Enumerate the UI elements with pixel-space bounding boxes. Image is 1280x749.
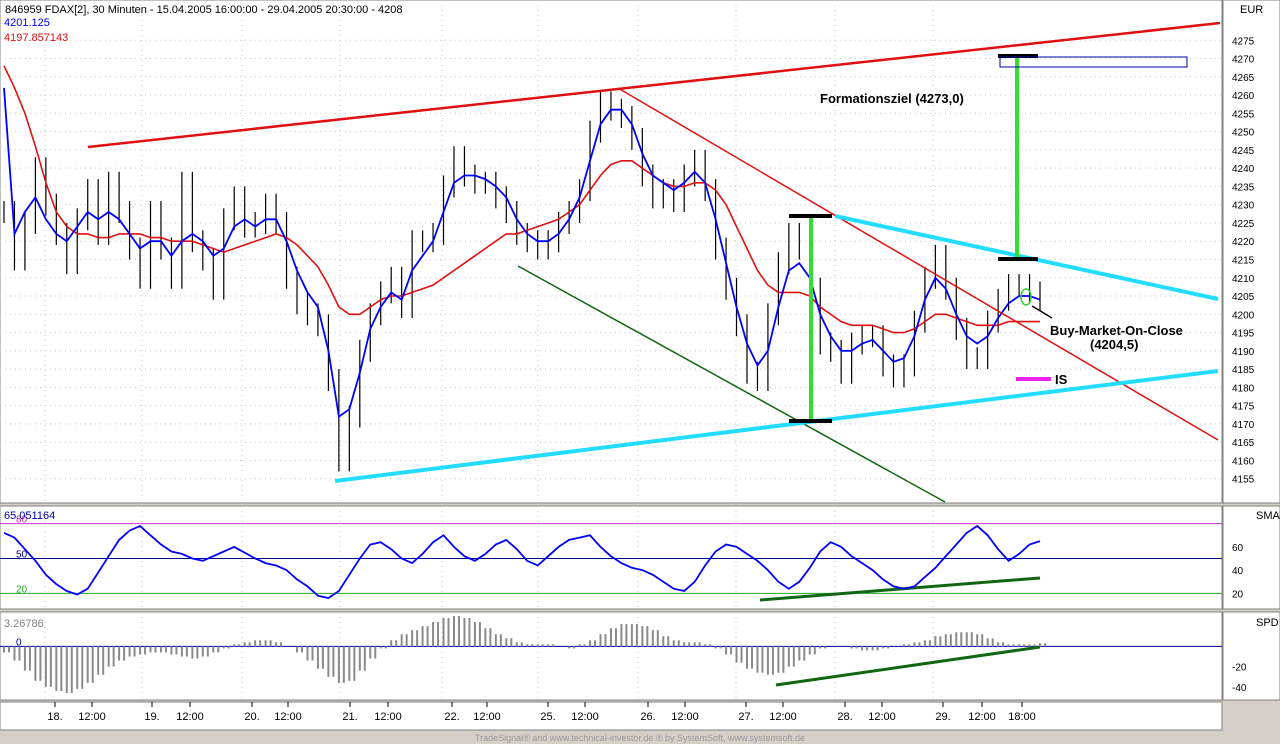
price-tick-label: 4195	[1232, 329, 1255, 340]
currency-label: EUR	[1240, 4, 1263, 16]
time-tick-label: 28.	[837, 711, 852, 723]
price-tick-label: 4235	[1232, 182, 1255, 193]
sma-series	[3, 524, 1041, 599]
price-tick-label: 4200	[1232, 310, 1255, 321]
spd-series	[3, 616, 1046, 693]
is-annotation: IS	[1055, 372, 1068, 387]
time-tick-label: 12:00	[769, 711, 797, 723]
time-tick-label: 27.	[738, 711, 753, 723]
red-readout: 4197.857143	[4, 32, 68, 44]
buy-annotation-line2: (4204,5)	[1090, 337, 1138, 352]
time-tick-label: 12:00	[374, 711, 402, 723]
fast-average-line	[3, 87, 1041, 419]
target-box	[999, 56, 1188, 68]
time-tick-label: 12:00	[868, 711, 896, 723]
sma-divergence-line	[759, 576, 1041, 602]
time-tick-label: 12:00	[473, 711, 501, 723]
sma-level-label: 20	[16, 584, 28, 595]
footer-credit: TradeSignal® and www.technical-investor.…	[475, 733, 805, 743]
time-tick-label: 18.	[47, 711, 62, 723]
buy-annotation-line1: Buy-Market-On-Close	[1050, 323, 1183, 338]
spd-level-label: 0	[16, 637, 22, 648]
sma-tick-label: 20	[1232, 589, 1244, 600]
sma-readout: 65.051164	[4, 510, 55, 522]
green-support-line	[517, 265, 946, 503]
sma-label: SMA	[1256, 510, 1280, 522]
price-tick-label: 4155	[1232, 475, 1255, 486]
sma-axis	[1222, 505, 1280, 610]
price-tick-label: 4225	[1232, 219, 1255, 230]
sma-level-label: 50	[16, 550, 28, 561]
price-tick-label: 4180	[1232, 383, 1255, 394]
sma-level-label: 80	[16, 515, 28, 526]
price-panel	[0, 0, 1223, 504]
price-tick-label: 4175	[1232, 402, 1255, 413]
time-tick-label: 22.	[444, 711, 459, 723]
price-tick-label: 4230	[1232, 201, 1255, 212]
price-tick-label: 4160	[1232, 456, 1255, 467]
price-tick-label: 4190	[1232, 347, 1255, 358]
buy-marker-circle	[1020, 288, 1032, 306]
target-annotation: Formationsziel (4273,0)	[820, 91, 964, 106]
cyan-lower-line	[334, 369, 1219, 483]
slow-average-line	[3, 65, 1040, 334]
grid	[0, 0, 1222, 700]
price-tick-label: 4170	[1232, 420, 1255, 431]
price-tick-label: 4185	[1232, 365, 1255, 376]
price-tick-label: 4245	[1232, 146, 1255, 157]
falling-trendline	[617, 87, 1219, 441]
price-tick-label: 4215	[1232, 256, 1255, 267]
sma-tick-label: 40	[1232, 566, 1244, 577]
price-axis	[1222, 0, 1280, 504]
price-tick-label: 4265	[1232, 73, 1255, 84]
time-tick-label: 12:00	[571, 711, 599, 723]
price-series	[3, 65, 1041, 472]
time-tick-label: 12:00	[274, 711, 302, 723]
time-tick-label: 12:00	[78, 711, 106, 723]
time-axis	[0, 701, 1223, 731]
price-tick-label: 4275	[1232, 36, 1255, 47]
price-tick-label: 4205	[1232, 292, 1255, 303]
blue-readout: 4201.125	[4, 17, 50, 29]
time-tick-label: 29.	[935, 711, 950, 723]
price-tick-label: 4270	[1232, 55, 1255, 66]
axis-labels: 4155 4160 4165 4170 4175 4180 4185 4190 4195 4200…	[16, 36, 1255, 723]
price-tick-label: 4240	[1232, 164, 1255, 175]
time-tick-label: 25.	[540, 711, 555, 723]
time-tick-label: 26.	[640, 711, 655, 723]
spd-label: SPD	[1256, 617, 1279, 629]
price-tick-label: 4165	[1232, 438, 1255, 449]
spd-divergence-line	[775, 645, 1041, 687]
time-tick-label: 19.	[144, 711, 159, 723]
spd-panel	[0, 611, 1223, 701]
price-tick-label: 4260	[1232, 91, 1255, 102]
chart-title: 846959 FDAX[2], 30 Minuten - 15.04.2005 …	[5, 4, 403, 16]
price-tick-label: 4210	[1232, 274, 1255, 285]
spd-tick-label: -40	[1232, 683, 1247, 694]
sma-tick-label: 60	[1232, 543, 1244, 554]
price-tick-label: 4250	[1232, 128, 1255, 139]
price-tick-label: 4255	[1232, 109, 1255, 120]
price-tick-label: 4220	[1232, 237, 1255, 248]
time-tick-label: 18:00	[1008, 711, 1036, 723]
upper-resistance-line	[87, 21, 1221, 149]
time-tick-label: 12:00	[176, 711, 204, 723]
time-tick-label: 20.	[244, 711, 259, 723]
time-tick-label: 21.	[342, 711, 357, 723]
spd-readout: 3.26786	[4, 618, 44, 630]
time-tick-label: 12:00	[968, 711, 996, 723]
buy-pointer	[1031, 305, 1053, 319]
time-tick-label: 12:00	[671, 711, 699, 723]
trendlines	[87, 21, 1221, 687]
spd-tick-label: -20	[1232, 663, 1247, 674]
spd-axis	[1222, 611, 1280, 701]
sma-oscillator-line	[3, 524, 1041, 599]
